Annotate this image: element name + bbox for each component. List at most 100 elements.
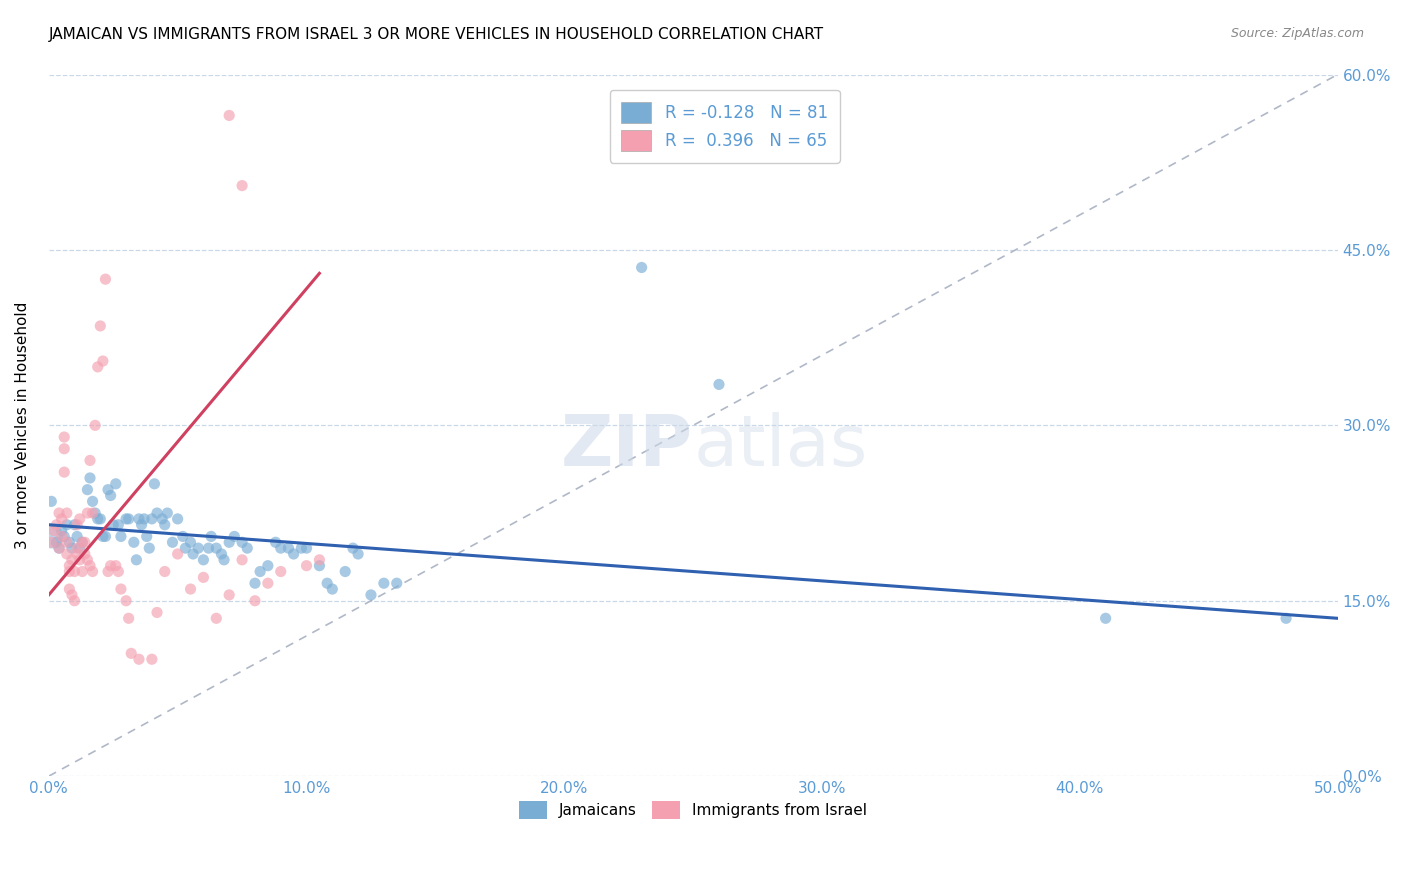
Y-axis label: 3 or more Vehicles in Household: 3 or more Vehicles in Household: [15, 301, 30, 549]
Point: [283, 547, 305, 561]
Point: [53, 442, 76, 456]
Point: [218, 108, 240, 122]
Point: [56, 547, 79, 561]
Text: atlas: atlas: [693, 412, 868, 481]
Point: [231, 535, 253, 549]
Point: [335, 565, 357, 579]
Point: [51, 524, 73, 538]
Point: [172, 529, 194, 543]
Point: [89, 318, 111, 333]
Point: [84, 506, 107, 520]
Point: [212, 553, 235, 567]
Point: [150, 512, 173, 526]
Point: [72, 535, 94, 549]
Point: [82, 565, 104, 579]
Point: [118, 611, 141, 625]
Point: [94, 529, 117, 543]
Point: [193, 553, 215, 567]
Text: JAMAICAN VS IMMIGRANTS FROM ISRAEL 3 OR MORE VEHICLES IN HOUSEHOLD CORRELATION C: JAMAICAN VS IMMIGRANTS FROM ISRAEL 3 OR …: [49, 27, 824, 42]
Point: [104, 476, 127, 491]
Point: [153, 565, 176, 579]
Point: [79, 453, 101, 467]
Point: [134, 512, 156, 526]
Point: [48, 541, 70, 556]
Point: [87, 359, 110, 374]
Point: [79, 558, 101, 573]
Point: [76, 506, 98, 520]
Point: [218, 535, 240, 549]
Point: [316, 576, 339, 591]
Point: [63, 565, 86, 579]
Point: [72, 535, 94, 549]
Point: [100, 558, 122, 573]
Point: [257, 576, 280, 591]
Point: [115, 593, 138, 607]
Text: Source: ZipAtlas.com: Source: ZipAtlas.com: [1230, 27, 1364, 40]
Point: [166, 547, 188, 561]
Point: [138, 541, 160, 556]
Point: [48, 506, 70, 520]
Point: [180, 535, 202, 549]
Point: [41, 535, 63, 549]
Point: [224, 529, 246, 543]
Point: [42, 524, 65, 538]
Point: [243, 576, 266, 591]
Point: [45, 517, 67, 532]
Point: [270, 565, 292, 579]
Point: [249, 565, 271, 579]
Point: [236, 541, 259, 556]
Legend: Jamaicans, Immigrants from Israel: Jamaicans, Immigrants from Israel: [513, 795, 873, 825]
Point: [146, 606, 169, 620]
Point: [73, 535, 96, 549]
Point: [205, 611, 228, 625]
Point: [41, 529, 63, 543]
Point: [174, 541, 197, 556]
Point: [53, 465, 76, 479]
Point: [205, 541, 228, 556]
Point: [45, 535, 67, 549]
Point: [60, 541, 83, 556]
Point: [94, 272, 117, 286]
Point: [1275, 611, 1298, 625]
Point: [103, 517, 125, 532]
Point: [66, 529, 89, 543]
Point: [257, 558, 280, 573]
Point: [66, 541, 89, 556]
Point: [110, 582, 132, 596]
Point: [295, 558, 318, 573]
Point: [56, 506, 79, 520]
Point: [360, 588, 382, 602]
Point: [84, 418, 107, 433]
Point: [58, 582, 80, 596]
Point: [308, 558, 330, 573]
Point: [79, 471, 101, 485]
Point: [193, 570, 215, 584]
Point: [69, 541, 91, 556]
Text: ZIP: ZIP: [561, 412, 693, 481]
Point: [200, 529, 222, 543]
Point: [125, 553, 148, 567]
Point: [58, 558, 80, 573]
Point: [181, 547, 204, 561]
Point: [107, 565, 129, 579]
Point: [347, 547, 370, 561]
Point: [264, 535, 287, 549]
Point: [295, 541, 318, 556]
Point: [97, 565, 120, 579]
Point: [60, 553, 83, 567]
Point: [141, 652, 163, 666]
Point: [100, 489, 122, 503]
Point: [56, 517, 79, 532]
Point: [107, 517, 129, 532]
Point: [51, 512, 73, 526]
Point: [69, 553, 91, 567]
Point: [60, 588, 83, 602]
Point: [76, 553, 98, 567]
Point: [135, 529, 157, 543]
Point: [66, 517, 89, 532]
Point: [48, 541, 70, 556]
Point: [630, 260, 652, 275]
Point: [122, 535, 145, 549]
Point: [58, 535, 80, 549]
Point: [89, 512, 111, 526]
